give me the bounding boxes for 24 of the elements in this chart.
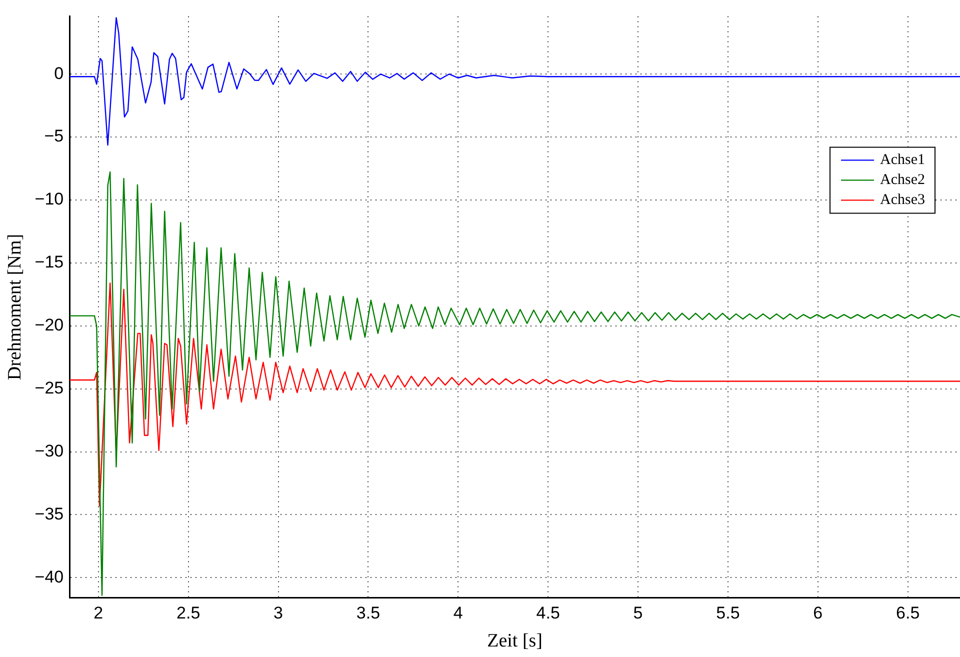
- x-axis-title: Zeit [s]: [487, 630, 543, 652]
- x-tick-label: 3: [274, 604, 284, 623]
- x-tick-label: 4: [453, 604, 463, 623]
- y-tick-label: −5: [44, 126, 64, 146]
- legend-label: Achse2: [880, 172, 926, 188]
- y-tick-label: −40: [34, 567, 64, 586]
- x-tick-label: 2.5: [176, 604, 200, 623]
- x-tick-label: 2: [94, 604, 104, 623]
- x-tick-label: 3.5: [356, 604, 380, 623]
- y-tick-label: −10: [34, 190, 64, 209]
- legend-label: Achse3: [880, 192, 926, 208]
- y-tick-label: −20: [34, 316, 64, 335]
- y-tick-label: −30: [34, 441, 64, 460]
- y-axis-title: Drehmoment [Nm]: [4, 234, 26, 380]
- y-tick-label: 0: [54, 64, 64, 83]
- x-tick-label: 4.5: [536, 604, 560, 623]
- x-tick-label: 6.5: [896, 604, 920, 623]
- y-tick-label: −35: [34, 504, 64, 524]
- y-tick-label: −15: [34, 252, 64, 272]
- x-tick-label: 6: [813, 604, 823, 623]
- legend-label: Achse1: [880, 152, 926, 168]
- x-tick-label: 5.5: [716, 604, 740, 623]
- x-tick-label: 5: [633, 604, 643, 623]
- y-tick-label: −25: [34, 378, 64, 398]
